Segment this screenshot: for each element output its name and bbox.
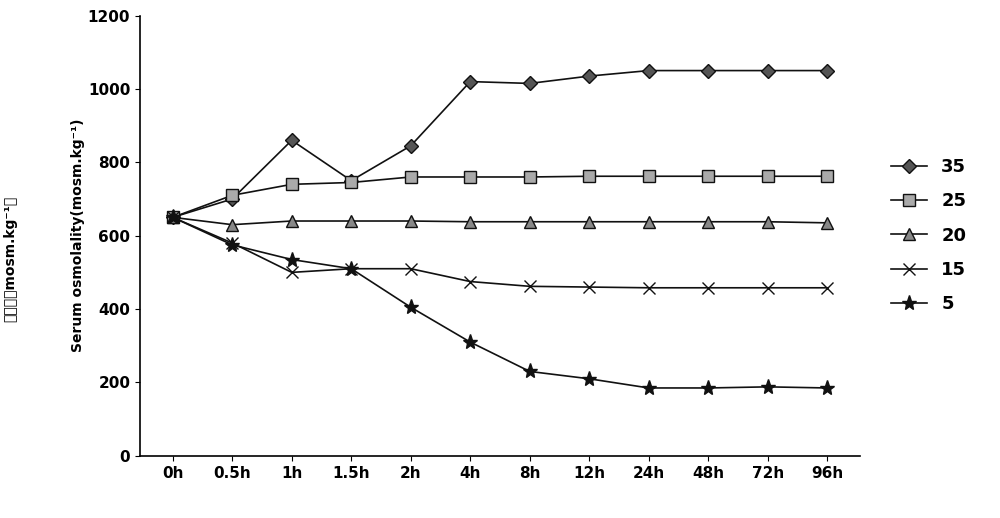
15 [762, 285, 774, 291]
20 [702, 219, 714, 225]
35 [821, 67, 833, 74]
5 [464, 339, 476, 345]
5 [702, 385, 714, 391]
25 [583, 173, 595, 179]
15 [405, 266, 417, 272]
35 [286, 137, 298, 143]
35 [524, 80, 536, 87]
35 [226, 196, 238, 202]
20 [286, 218, 298, 224]
35 [464, 79, 476, 85]
25 [762, 173, 774, 179]
20 [583, 219, 595, 225]
20 [762, 219, 774, 225]
20 [226, 222, 238, 228]
Line: 25: 25 [167, 171, 833, 223]
35 [405, 142, 417, 149]
5 [524, 368, 536, 375]
25 [702, 173, 714, 179]
20 [524, 219, 536, 225]
5 [286, 256, 298, 263]
5 [226, 242, 238, 248]
15 [226, 240, 238, 246]
20 [821, 220, 833, 226]
15 [345, 266, 357, 272]
Line: 35: 35 [168, 66, 832, 222]
35 [345, 178, 357, 184]
15 [167, 214, 179, 221]
Line: 5: 5 [165, 210, 835, 396]
25 [167, 214, 179, 221]
Text: 滲透压（mosm.kg⁻¹）: 滲透压（mosm.kg⁻¹） [3, 196, 17, 322]
20 [167, 214, 179, 221]
20 [464, 219, 476, 225]
15 [524, 283, 536, 290]
20 [345, 218, 357, 224]
5 [643, 385, 655, 391]
Y-axis label: Serum osmolality(mosm.kg⁻¹): Serum osmolality(mosm.kg⁻¹) [71, 119, 85, 352]
5 [167, 214, 179, 221]
35 [702, 67, 714, 74]
5 [345, 266, 357, 272]
35 [167, 214, 179, 221]
25 [524, 174, 536, 180]
25 [226, 192, 238, 198]
35 [583, 73, 595, 79]
Legend: 35, 25, 20, 15, 5: 35, 25, 20, 15, 5 [883, 151, 973, 321]
5 [821, 385, 833, 391]
Line: 15: 15 [166, 211, 834, 294]
15 [702, 285, 714, 291]
25 [345, 179, 357, 185]
15 [583, 284, 595, 290]
5 [762, 384, 774, 390]
5 [405, 304, 417, 310]
5 [583, 376, 595, 382]
20 [643, 219, 655, 225]
25 [405, 174, 417, 180]
15 [464, 279, 476, 285]
25 [821, 173, 833, 179]
25 [286, 181, 298, 188]
Line: 20: 20 [167, 212, 833, 230]
25 [464, 174, 476, 180]
15 [643, 285, 655, 291]
15 [821, 285, 833, 291]
35 [643, 67, 655, 74]
35 [762, 67, 774, 74]
20 [405, 218, 417, 224]
15 [286, 269, 298, 276]
25 [643, 173, 655, 179]
